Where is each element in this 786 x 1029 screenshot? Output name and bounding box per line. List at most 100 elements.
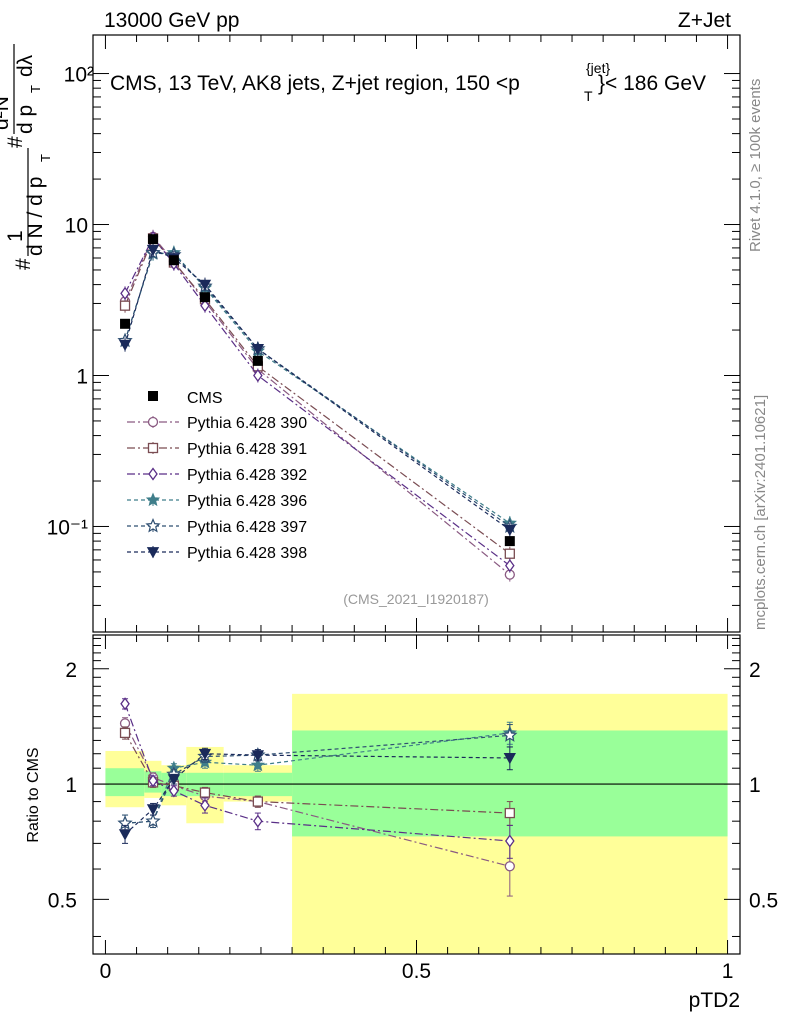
series-point — [120, 286, 130, 300]
header-left-title: 13000 GeV pp — [104, 9, 239, 32]
series-point — [146, 244, 160, 257]
ratio-series-point — [200, 798, 210, 812]
legend-label: Pythia 6.428 392 — [187, 467, 307, 484]
ratio-y-axis-label: Ratio to CMS — [25, 747, 42, 842]
ratio-series-point — [504, 807, 515, 819]
ratio-series-point — [252, 796, 264, 807]
ylabel-dp: d p — [14, 105, 37, 134]
ratio-plot-series — [117, 697, 518, 897]
cms-data-point — [120, 318, 131, 329]
cms-data-point — [252, 355, 263, 366]
ylabel-frac-num: 1 — [4, 230, 27, 242]
ratio-series-point — [167, 774, 181, 786]
main-y-tick-label: 10² — [64, 64, 94, 87]
series-line — [124, 252, 511, 527]
main-plot-series — [117, 229, 518, 582]
series-point — [503, 524, 516, 537]
ylabel-d2n: d²N — [0, 96, 13, 130]
ratio-series-line — [124, 734, 510, 824]
ratio-series-point — [502, 727, 518, 742]
ratio-series-point — [250, 757, 266, 772]
x-axis-label: pTD2 — [689, 989, 740, 1012]
series-point — [251, 344, 265, 356]
series-point — [505, 559, 515, 573]
rivet-label: Rivet 4.1.0, ≥ 100k events — [747, 79, 764, 252]
legend-marker — [145, 517, 161, 533]
series-line — [124, 249, 511, 531]
legend-label: Pythia 6.428 391 — [187, 441, 307, 458]
ratio-series-point — [253, 814, 263, 828]
ratio-y-tick-label: 1 — [65, 774, 77, 797]
series-point — [118, 339, 132, 352]
series-point — [504, 548, 515, 559]
legend-label: Pythia 6.428 397 — [187, 519, 307, 536]
main-y-tick-label: 1 — [76, 365, 88, 388]
x-tick-label: 1 — [722, 960, 734, 983]
series-point — [119, 300, 131, 311]
ratio-series-point — [504, 861, 515, 872]
ylabel-dp-sub: T — [28, 85, 43, 93]
ratio-series-point — [505, 834, 515, 848]
ratio-series-point — [169, 784, 179, 798]
cms-data-point — [148, 234, 159, 245]
ratio-series-line — [124, 703, 510, 842]
main-y-tick-label: 10⁻¹ — [47, 516, 88, 539]
axis-ticks — [93, 35, 740, 954]
ratio-series-point — [199, 787, 211, 798]
title-suffix: }< 186 GeV — [598, 72, 706, 95]
ratio-series-point — [148, 774, 158, 788]
legend-marker — [148, 467, 158, 481]
legend: CMS Pythia 6.428 390 Pythia 6.428 391 Pythi… — [127, 390, 307, 562]
ratio-y-tick-label-right: 2 — [749, 659, 761, 682]
analysis-watermark: (CMS_2021_I1920187) — [343, 591, 489, 607]
ratio-y-tick-label-right: 1 — [749, 774, 761, 797]
main-plot-title: CMS, 13 TeV, AK8 jets, Z+jet region, 150… — [110, 60, 706, 104]
legend-marker-cms — [148, 391, 158, 401]
ratio-y-tick-label-right: 0.5 — [749, 889, 778, 912]
ratio-series-point — [119, 727, 131, 739]
series-point — [253, 368, 263, 383]
series-line — [124, 236, 511, 567]
legend-label: Pythia 6.428 396 — [187, 493, 307, 510]
ratio-series-point — [145, 813, 161, 828]
cms-data-point — [504, 536, 515, 547]
legend-label: Pythia 6.428 390 — [187, 415, 307, 432]
ratio-series-line — [124, 753, 510, 835]
cms-data-point — [168, 255, 179, 266]
title-prefix: CMS, 13 TeV, AK8 jets, Z+jet region, 150… — [110, 72, 520, 95]
legend-marker — [145, 492, 161, 507]
ylabel-hash2: # — [4, 136, 27, 148]
main-plot-frame — [92, 34, 741, 633]
series-point — [198, 279, 212, 291]
ratio-uncertainty-bands — [93, 693, 740, 954]
legend-label: Pythia 6.428 398 — [187, 545, 307, 562]
title-sup: {jet} — [586, 60, 610, 76]
mcplots-label: mcplots.cern.ch [arXiv:2401.10621] — [752, 395, 769, 630]
main-y-tick-label: 10 — [65, 215, 88, 238]
svg-text:CMS, 13 TeV, AK8 jets, Z+jet r: CMS, 13 TeV, AK8 jets, Z+jet region, 150… — [110, 72, 520, 95]
legend-marker — [147, 416, 159, 428]
main-y-axis-label: # 1 d N / d p T # d²N d p T dλ — [0, 44, 53, 270]
series-line — [124, 235, 511, 576]
legend-marker — [147, 442, 159, 454]
ratio-series-point — [251, 750, 265, 762]
ratio-y-tick-label: 2 — [65, 659, 77, 682]
series-point — [200, 299, 210, 313]
ylabel-frac-den: d N / d p — [24, 177, 47, 256]
ratio-series-point — [118, 829, 132, 841]
ylabel-dl: dλ — [14, 54, 37, 77]
title-sub: T — [584, 88, 593, 104]
header-right-title: Z+Jet — [678, 9, 731, 32]
legend-label: CMS — [187, 390, 223, 407]
ratio-y-tick-label: 0.5 — [48, 889, 77, 912]
cms-data-point — [199, 292, 210, 303]
ylabel-frac-den-sub: T — [38, 154, 53, 162]
x-tick-label: 0 — [100, 960, 112, 983]
ratio-series-point — [120, 697, 130, 711]
ratio-series-point — [198, 748, 212, 761]
x-tick-label: 0.5 — [402, 960, 431, 983]
series-line — [124, 237, 511, 555]
ratio-series-point — [146, 804, 160, 816]
